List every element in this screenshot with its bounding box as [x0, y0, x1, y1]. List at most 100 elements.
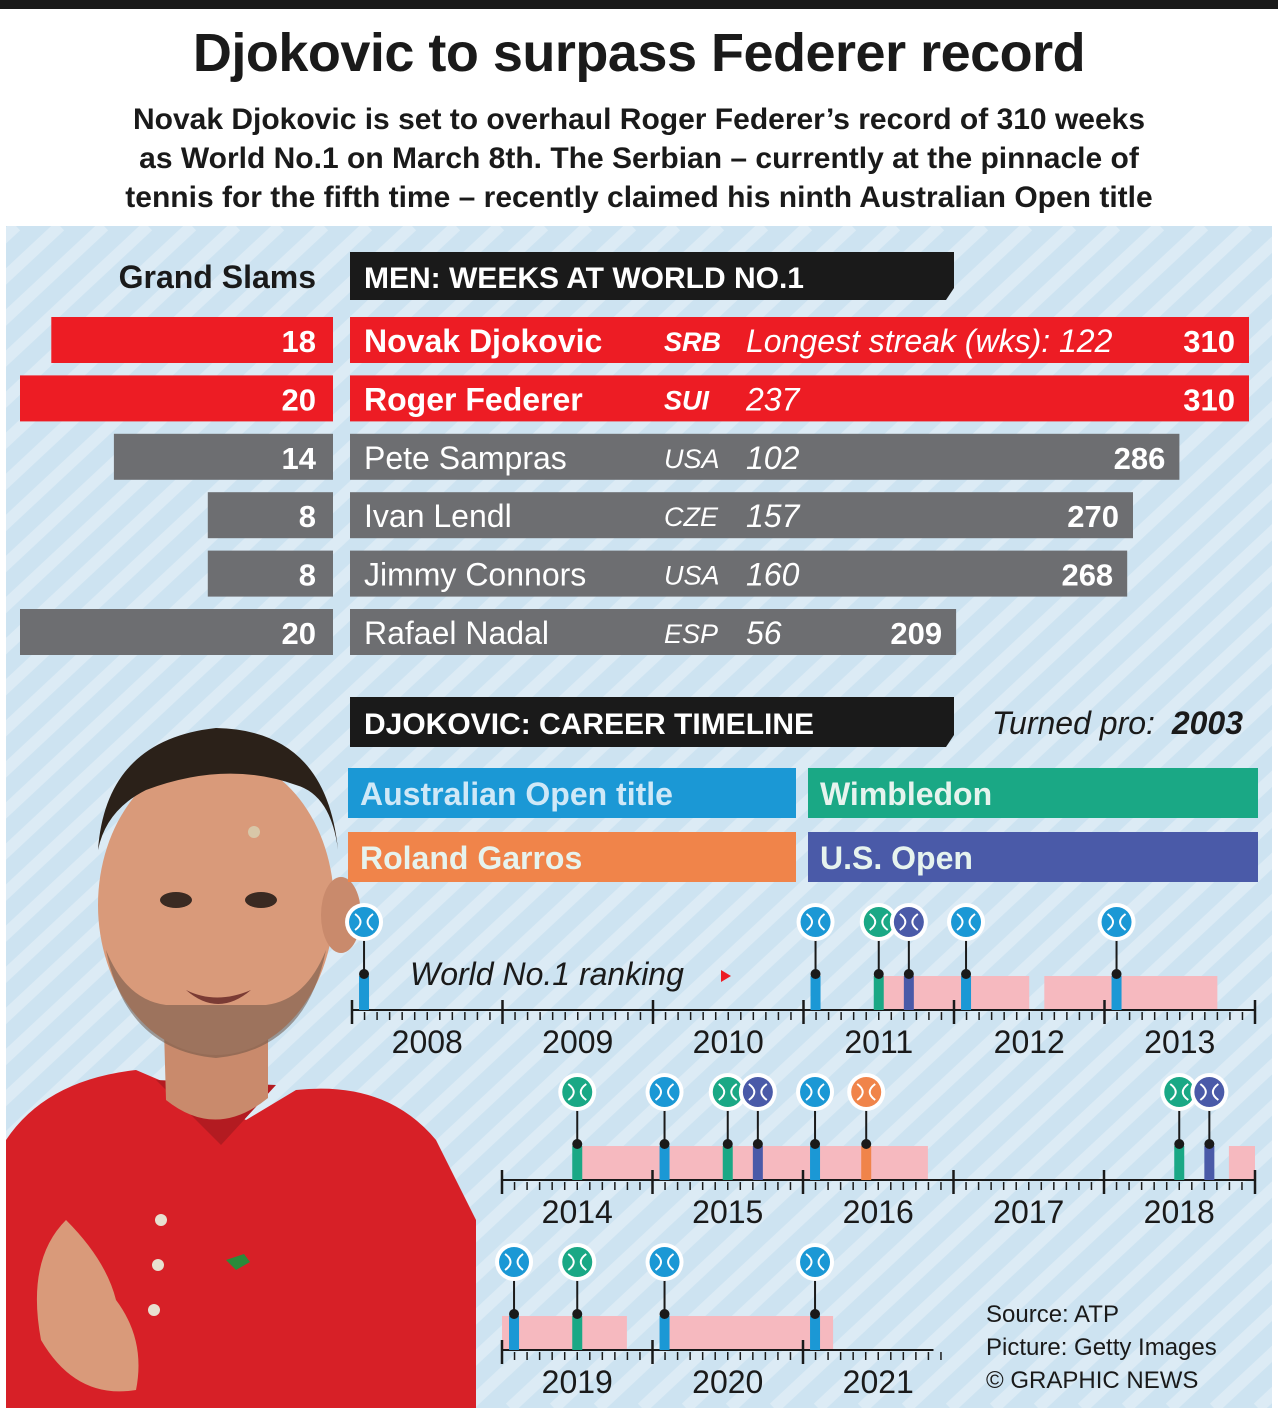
- legend-wimbledon-swatch: [808, 768, 1258, 818]
- tennis-ball-seam: [579, 1253, 587, 1271]
- ranking-period: [502, 1316, 627, 1350]
- stripe: [725, 893, 1272, 1408]
- stripe: [1033, 1181, 1272, 1408]
- wimbledon-title-mark: [873, 976, 884, 1010]
- tennis-ball-seam: [748, 1083, 756, 1101]
- player-name: Jimmy Connors: [364, 557, 586, 593]
- stripe: [6, 226, 417, 614]
- pin-dot: [752, 1139, 763, 1149]
- tennis-ball-seam: [956, 913, 964, 931]
- tennis-ball-seam: [805, 1083, 813, 1101]
- player-country: SRB: [664, 327, 721, 357]
- weeks-bar: [350, 375, 1249, 422]
- tennis-ball-seam: [730, 1083, 738, 1101]
- tennis-ball-seam: [1181, 1083, 1189, 1101]
- tennis-ball-icon: [712, 1077, 743, 1107]
- weeks-bar: [350, 550, 1128, 597]
- bar-rows: 18 Novak Djokovic SRB Longest streak (wks):…: [20, 317, 1249, 655]
- bar-chart-title: Men: Weeks at World No.1: [364, 262, 804, 295]
- tennis-ball-seam: [516, 1253, 524, 1271]
- tennis-ball-seam: [968, 913, 976, 931]
- wimbledon-title-mark: [722, 1146, 733, 1180]
- stripe: [637, 811, 1272, 1408]
- pin-dot: [873, 969, 884, 979]
- tennis-ball-icon: [1164, 1077, 1195, 1107]
- stripe: [6, 226, 725, 901]
- year-label: 2019: [542, 1364, 613, 1400]
- stripe: [813, 975, 1272, 1408]
- player-name: Rafael Nadal: [364, 615, 549, 651]
- tennis-ball-seam: [504, 1253, 512, 1271]
- weeks-bar: [350, 433, 1180, 480]
- player-photo: [6, 728, 476, 1408]
- player-name: Roger Federer: [364, 381, 583, 417]
- pin-dot: [722, 1139, 733, 1149]
- pin-dot: [961, 969, 972, 979]
- tennis-ball-icon: [893, 907, 924, 937]
- stripe: [857, 1016, 1272, 1408]
- tennis-ball-seam: [868, 1083, 876, 1101]
- timeline-title-box: [350, 697, 954, 747]
- stripe: [6, 226, 549, 737]
- year-label: 2016: [843, 1194, 914, 1230]
- source-credit: Source: ATP: [986, 1301, 1119, 1328]
- pin-dot: [659, 1139, 670, 1149]
- timeline-title: Djokovic: Career Timeline: [364, 708, 814, 741]
- year-label: 2014: [542, 1194, 613, 1230]
- copyright: © GRAPHIC NEWS: [986, 1367, 1199, 1394]
- tennis-ball-seam: [805, 1253, 813, 1271]
- weeks-value: 310: [1183, 382, 1235, 417]
- australian-title-mark: [810, 1316, 821, 1350]
- year-label: 2018: [1144, 1194, 1215, 1230]
- tennis-ball-seam: [1211, 1083, 1219, 1101]
- pin-dot: [572, 1309, 583, 1319]
- tennis-ball-icon: [1194, 1077, 1225, 1107]
- tennis-ball-seam: [818, 913, 826, 931]
- tennis-ball-icon: [649, 1077, 680, 1107]
- wimbledon-title-mark: [572, 1146, 583, 1180]
- tennis-ball-seam: [856, 1083, 864, 1101]
- australian-title-mark: [810, 976, 821, 1010]
- tennis-ball-seam: [1106, 913, 1115, 931]
- australian-title-mark: [961, 976, 972, 1010]
- legend-wimbledon-label: Wimbledon: [820, 776, 992, 812]
- stripe: [989, 1140, 1272, 1408]
- weeks-bar: [350, 609, 957, 655]
- subtitle-line: Novak Djokovic is set to overhaul Roger …: [132, 103, 1146, 136]
- weeks-value: 270: [1067, 499, 1119, 534]
- player-country: ESP: [664, 619, 718, 649]
- bar-chart-title-box: [350, 252, 954, 300]
- turned-pro-label: Turned pro:: [992, 705, 1155, 741]
- ranking-period: [577, 1146, 928, 1180]
- us_open-title-mark: [903, 976, 914, 1010]
- tennis-ball-seam: [366, 913, 374, 931]
- timeline-legend: Australian Open title Wimbledon Roland Gar…: [348, 768, 1258, 882]
- tennis-ball-icon: [649, 1247, 680, 1277]
- picture-credit: Picture: Getty Images: [986, 1334, 1217, 1361]
- grand-slam-value: 8: [299, 499, 316, 534]
- grand-slam-bar: [51, 317, 334, 363]
- timeline-rows: 2008 2009 2010 2011 2012 2013 2014 2015 2016 2017…: [345, 903, 1257, 1400]
- player-name: Pete Sampras: [364, 440, 567, 476]
- ranking-period: [664, 1316, 834, 1350]
- tennis-ball-seam: [760, 1083, 768, 1101]
- stripe: [6, 226, 285, 491]
- tennis-ball-icon: [562, 1077, 593, 1107]
- tennis-ball-seam: [567, 1253, 575, 1271]
- tennis-ball-seam: [881, 913, 889, 931]
- ranking-arrow: [721, 970, 731, 982]
- tennis-ball-seam: [869, 913, 877, 931]
- stripe: [901, 1058, 1272, 1408]
- year-label: 2010: [693, 1024, 764, 1060]
- australian-title-mark: [659, 1316, 670, 1350]
- ranking-period: [1228, 1146, 1255, 1180]
- year-label: 2011: [844, 1024, 913, 1060]
- player-name: Novak Djokovic: [364, 323, 602, 359]
- year-label: 2015: [692, 1194, 763, 1230]
- tennis-ball-seam: [654, 1253, 663, 1271]
- subtitle: Novak Djokovic is set to overhaul Roger …: [20, 100, 1258, 217]
- turned-pro: Turned pro: 2003: [992, 705, 1243, 741]
- tennis-ball-seam: [667, 1253, 675, 1271]
- pin-dot: [1174, 1139, 1185, 1149]
